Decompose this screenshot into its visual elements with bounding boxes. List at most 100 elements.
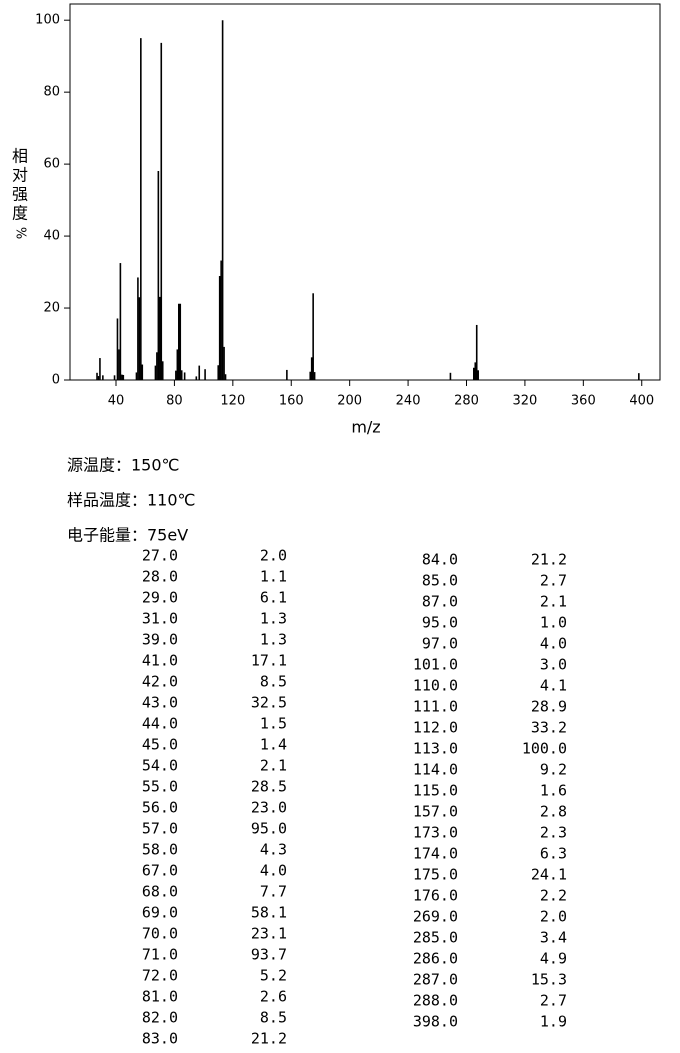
table-mz: 31.0 <box>142 610 178 628</box>
table-mz: 69.0 <box>142 904 178 922</box>
table-mz: 72.0 <box>142 967 178 985</box>
table-intensity: 2.7 <box>540 992 567 1010</box>
y-tick-label: 80 <box>43 85 60 100</box>
condition: 样品温度：110℃ <box>67 491 196 510</box>
table-mz: 43.0 <box>142 694 178 712</box>
table-mz: 286.0 <box>413 950 458 968</box>
table-intensity: 2.7 <box>540 572 567 590</box>
table-intensity: 100.0 <box>522 740 567 758</box>
table-intensity: 2.3 <box>540 824 567 842</box>
table-intensity: 15.3 <box>531 971 567 989</box>
table-mz: 87.0 <box>422 593 458 611</box>
table-mz: 110.0 <box>413 677 458 695</box>
table-intensity: 2.1 <box>260 757 287 775</box>
table-mz: 101.0 <box>413 656 458 674</box>
table-mz: 27.0 <box>142 547 178 565</box>
table-intensity: 8.5 <box>260 1009 287 1027</box>
table-intensity: 4.0 <box>260 862 287 880</box>
table-intensity: 21.2 <box>531 551 567 569</box>
table-intensity: 21.2 <box>251 1030 287 1048</box>
table-mz: 71.0 <box>142 946 178 964</box>
table-intensity: 5.2 <box>260 967 287 985</box>
table-mz: 174.0 <box>413 845 458 863</box>
x-tick-label: 40 <box>108 394 125 409</box>
table-intensity: 3.4 <box>540 929 567 947</box>
table-mz: 45.0 <box>142 736 178 754</box>
table-intensity: 9.2 <box>540 761 567 779</box>
table-mz: 285.0 <box>413 929 458 947</box>
y-tick-label: 0 <box>52 373 60 388</box>
table-intensity: 1.3 <box>260 631 287 649</box>
table-intensity: 1.6 <box>540 782 567 800</box>
table-mz: 67.0 <box>142 862 178 880</box>
x-tick-label: 360 <box>571 394 596 409</box>
table-intensity: 17.1 <box>251 652 287 670</box>
table-intensity: 4.9 <box>540 950 567 968</box>
x-tick-label: 400 <box>629 394 654 409</box>
table-intensity: 23.1 <box>251 925 287 943</box>
table-mz: 41.0 <box>142 652 178 670</box>
table-mz: 84.0 <box>422 551 458 569</box>
table-intensity: 93.7 <box>251 946 287 964</box>
table-mz: 287.0 <box>413 971 458 989</box>
x-tick-label: 280 <box>454 394 479 409</box>
table-mz: 44.0 <box>142 715 178 733</box>
table-mz: 111.0 <box>413 698 458 716</box>
x-tick-label: 80 <box>166 394 183 409</box>
y-tick-label: 40 <box>43 229 60 244</box>
table-intensity: 6.1 <box>260 589 287 607</box>
table-intensity: 28.5 <box>251 778 287 796</box>
y-axis-label: 对 <box>12 166 28 185</box>
table-mz: 112.0 <box>413 719 458 737</box>
x-axis-label: m/z <box>351 418 380 437</box>
table-intensity: 4.3 <box>260 841 287 859</box>
table-intensity: 2.6 <box>260 988 287 1006</box>
table-mz: 28.0 <box>142 568 178 586</box>
table-intensity: 33.2 <box>531 719 567 737</box>
y-axis-label: 强 <box>12 185 28 204</box>
table-mz: 115.0 <box>413 782 458 800</box>
table-intensity: 4.1 <box>540 677 567 695</box>
table-mz: 97.0 <box>422 635 458 653</box>
x-tick-label: 120 <box>220 394 245 409</box>
table-intensity: 8.5 <box>260 673 287 691</box>
table-mz: 56.0 <box>142 799 178 817</box>
table-intensity: 95.0 <box>251 820 287 838</box>
table-mz: 157.0 <box>413 803 458 821</box>
table-mz: 42.0 <box>142 673 178 691</box>
table-intensity: 6.3 <box>540 845 567 863</box>
y-axis-label: 度 <box>12 204 28 223</box>
x-tick-label: 200 <box>337 394 362 409</box>
plot-frame <box>69 3 661 381</box>
table-mz: 82.0 <box>142 1009 178 1027</box>
x-tick-label: 320 <box>512 394 537 409</box>
table-intensity: 32.5 <box>251 694 287 712</box>
table-mz: 39.0 <box>142 631 178 649</box>
condition: 源温度：150℃ <box>67 456 180 475</box>
table-intensity: 24.1 <box>531 866 567 884</box>
table-intensity: 2.0 <box>540 908 567 926</box>
table-intensity: 1.0 <box>540 614 567 632</box>
table-intensity: 2.2 <box>540 887 567 905</box>
table-mz: 29.0 <box>142 589 178 607</box>
table-mz: 83.0 <box>142 1030 178 1048</box>
table-mz: 68.0 <box>142 883 178 901</box>
table-mz: 113.0 <box>413 740 458 758</box>
table-intensity: 1.4 <box>260 736 287 754</box>
table-mz: 54.0 <box>142 757 178 775</box>
y-axis-label: 相 <box>12 147 28 166</box>
table-intensity: 58.1 <box>251 904 287 922</box>
table-mz: 269.0 <box>413 908 458 926</box>
y-tick-label: 20 <box>43 301 60 316</box>
table-mz: 58.0 <box>142 841 178 859</box>
table-mz: 95.0 <box>422 614 458 632</box>
x-tick-label: 160 <box>279 394 304 409</box>
table-intensity: 2.0 <box>260 547 287 565</box>
table-intensity: 1.1 <box>260 568 287 586</box>
table-intensity: 3.0 <box>540 656 567 674</box>
y-tick-label: 60 <box>43 157 60 172</box>
table-intensity: 7.7 <box>260 883 287 901</box>
table-intensity: 1.5 <box>260 715 287 733</box>
